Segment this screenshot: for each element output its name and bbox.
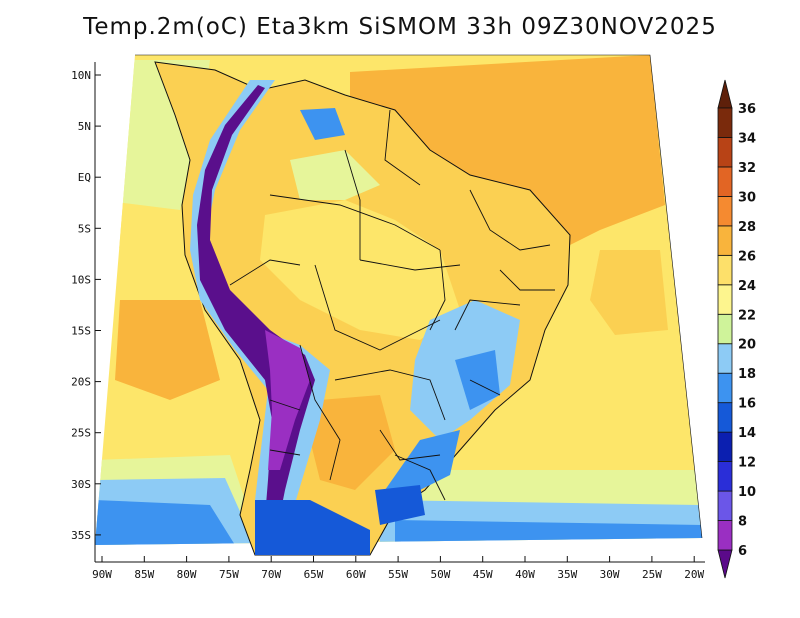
lon-tick-label: 25W: [642, 568, 662, 581]
colorbar-label: 12: [738, 456, 756, 471]
colorbar-label: 8: [738, 515, 747, 530]
lat-tick-label: 5N: [78, 120, 91, 133]
colorbar-label: 28: [738, 220, 756, 235]
lat-tick-label: 10N: [71, 69, 91, 82]
colorbar-swatch: [717, 490, 733, 521]
country-borders: [229, 109, 555, 501]
lat-tick-label: 35S: [71, 529, 91, 542]
lon-tick-label: 35W: [557, 568, 577, 581]
lat-tick-label: 20S: [71, 376, 91, 389]
colorbar-swatch: [717, 195, 733, 227]
lon-tick-label: 85W: [134, 568, 154, 581]
colorbar-swatch: [717, 166, 733, 197]
lat-tick-label: 30S: [71, 478, 91, 491]
colorbar-swatch: [717, 254, 733, 286]
colorbar-swatch: [717, 520, 733, 551]
lon-tick-label: 80W: [177, 568, 197, 581]
colorbar-swatch: [717, 313, 733, 345]
colorbar-max-triangle: [717, 79, 733, 109]
colorbar-label: 22: [738, 308, 756, 323]
colorbar-swatch: [717, 107, 733, 138]
colorbar-swatch: [717, 402, 733, 433]
colorbar-label: 20: [738, 338, 756, 353]
colorbar-label: 18: [738, 367, 756, 382]
lat-tick-label: 5S: [78, 222, 91, 235]
colorbar-swatch: [717, 343, 733, 374]
colorbar-swatch: [717, 372, 733, 404]
colorbar-label: 16: [738, 397, 756, 412]
colorbar-min-triangle: [717, 549, 733, 579]
lon-tick-label: 40W: [515, 568, 535, 581]
lon-tick-label: 30W: [600, 568, 620, 581]
colorbar-label: 32: [738, 161, 756, 176]
lon-tick-label: 75W: [219, 568, 239, 581]
lon-tick-label: 20W: [684, 568, 704, 581]
colorbar-label: 30: [738, 190, 756, 205]
lon-tick-label: 90W: [92, 568, 112, 581]
colorbar-swatch: [717, 284, 733, 315]
colorbar-swatch: [717, 225, 733, 256]
colorbar-label: 14: [738, 426, 756, 441]
colorbar-swatch: [717, 137, 733, 168]
lat-tick-label: EQ: [78, 171, 91, 184]
colorbar: 6 8 10 12 14 16 18 20 22 24 26 28 30 32 34 36: [717, 79, 756, 579]
colorbar-swatch: [717, 431, 733, 462]
colorbar-label: 26: [738, 249, 756, 264]
colorbar-label: 36: [738, 102, 756, 117]
south-america-land: [154, 61, 571, 556]
map-frame: [94, 54, 705, 563]
map-title: Temp.2m(oC) Eta3km SiSMOM 33h 09Z30NOV20…: [83, 14, 717, 40]
colorbar-label: 10: [738, 485, 756, 500]
lon-tick-label: 50W: [430, 568, 450, 581]
latitude-axis: 10N 5N EQ 5S 10S 15S 20S 25S 30S 35S: [71, 69, 101, 542]
lon-tick-label: 60W: [346, 568, 366, 581]
colorbar-swatch: [717, 461, 733, 492]
colorbar-label: 34: [738, 131, 756, 146]
lon-tick-label: 45W: [473, 568, 493, 581]
lon-tick-label: 65W: [304, 568, 324, 581]
lat-tick-label: 10S: [71, 273, 91, 286]
lon-tick-label: 55W: [388, 568, 408, 581]
lon-tick-label: 70W: [261, 568, 281, 581]
colorbar-label: 24: [738, 279, 756, 294]
longitude-axis: 90W 85W 80W 75W 70W 65W 60W 55W 50W 45W 40W 35W 30W 2…: [92, 556, 705, 581]
lat-tick-label: 15S: [71, 325, 91, 338]
colorbar-label: 6: [738, 544, 747, 559]
lat-tick-label: 25S: [71, 427, 91, 440]
